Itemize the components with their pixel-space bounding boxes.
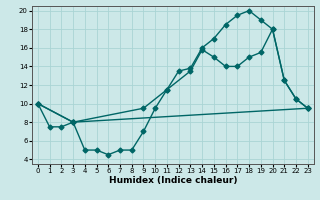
X-axis label: Humidex (Indice chaleur): Humidex (Indice chaleur) bbox=[108, 176, 237, 185]
